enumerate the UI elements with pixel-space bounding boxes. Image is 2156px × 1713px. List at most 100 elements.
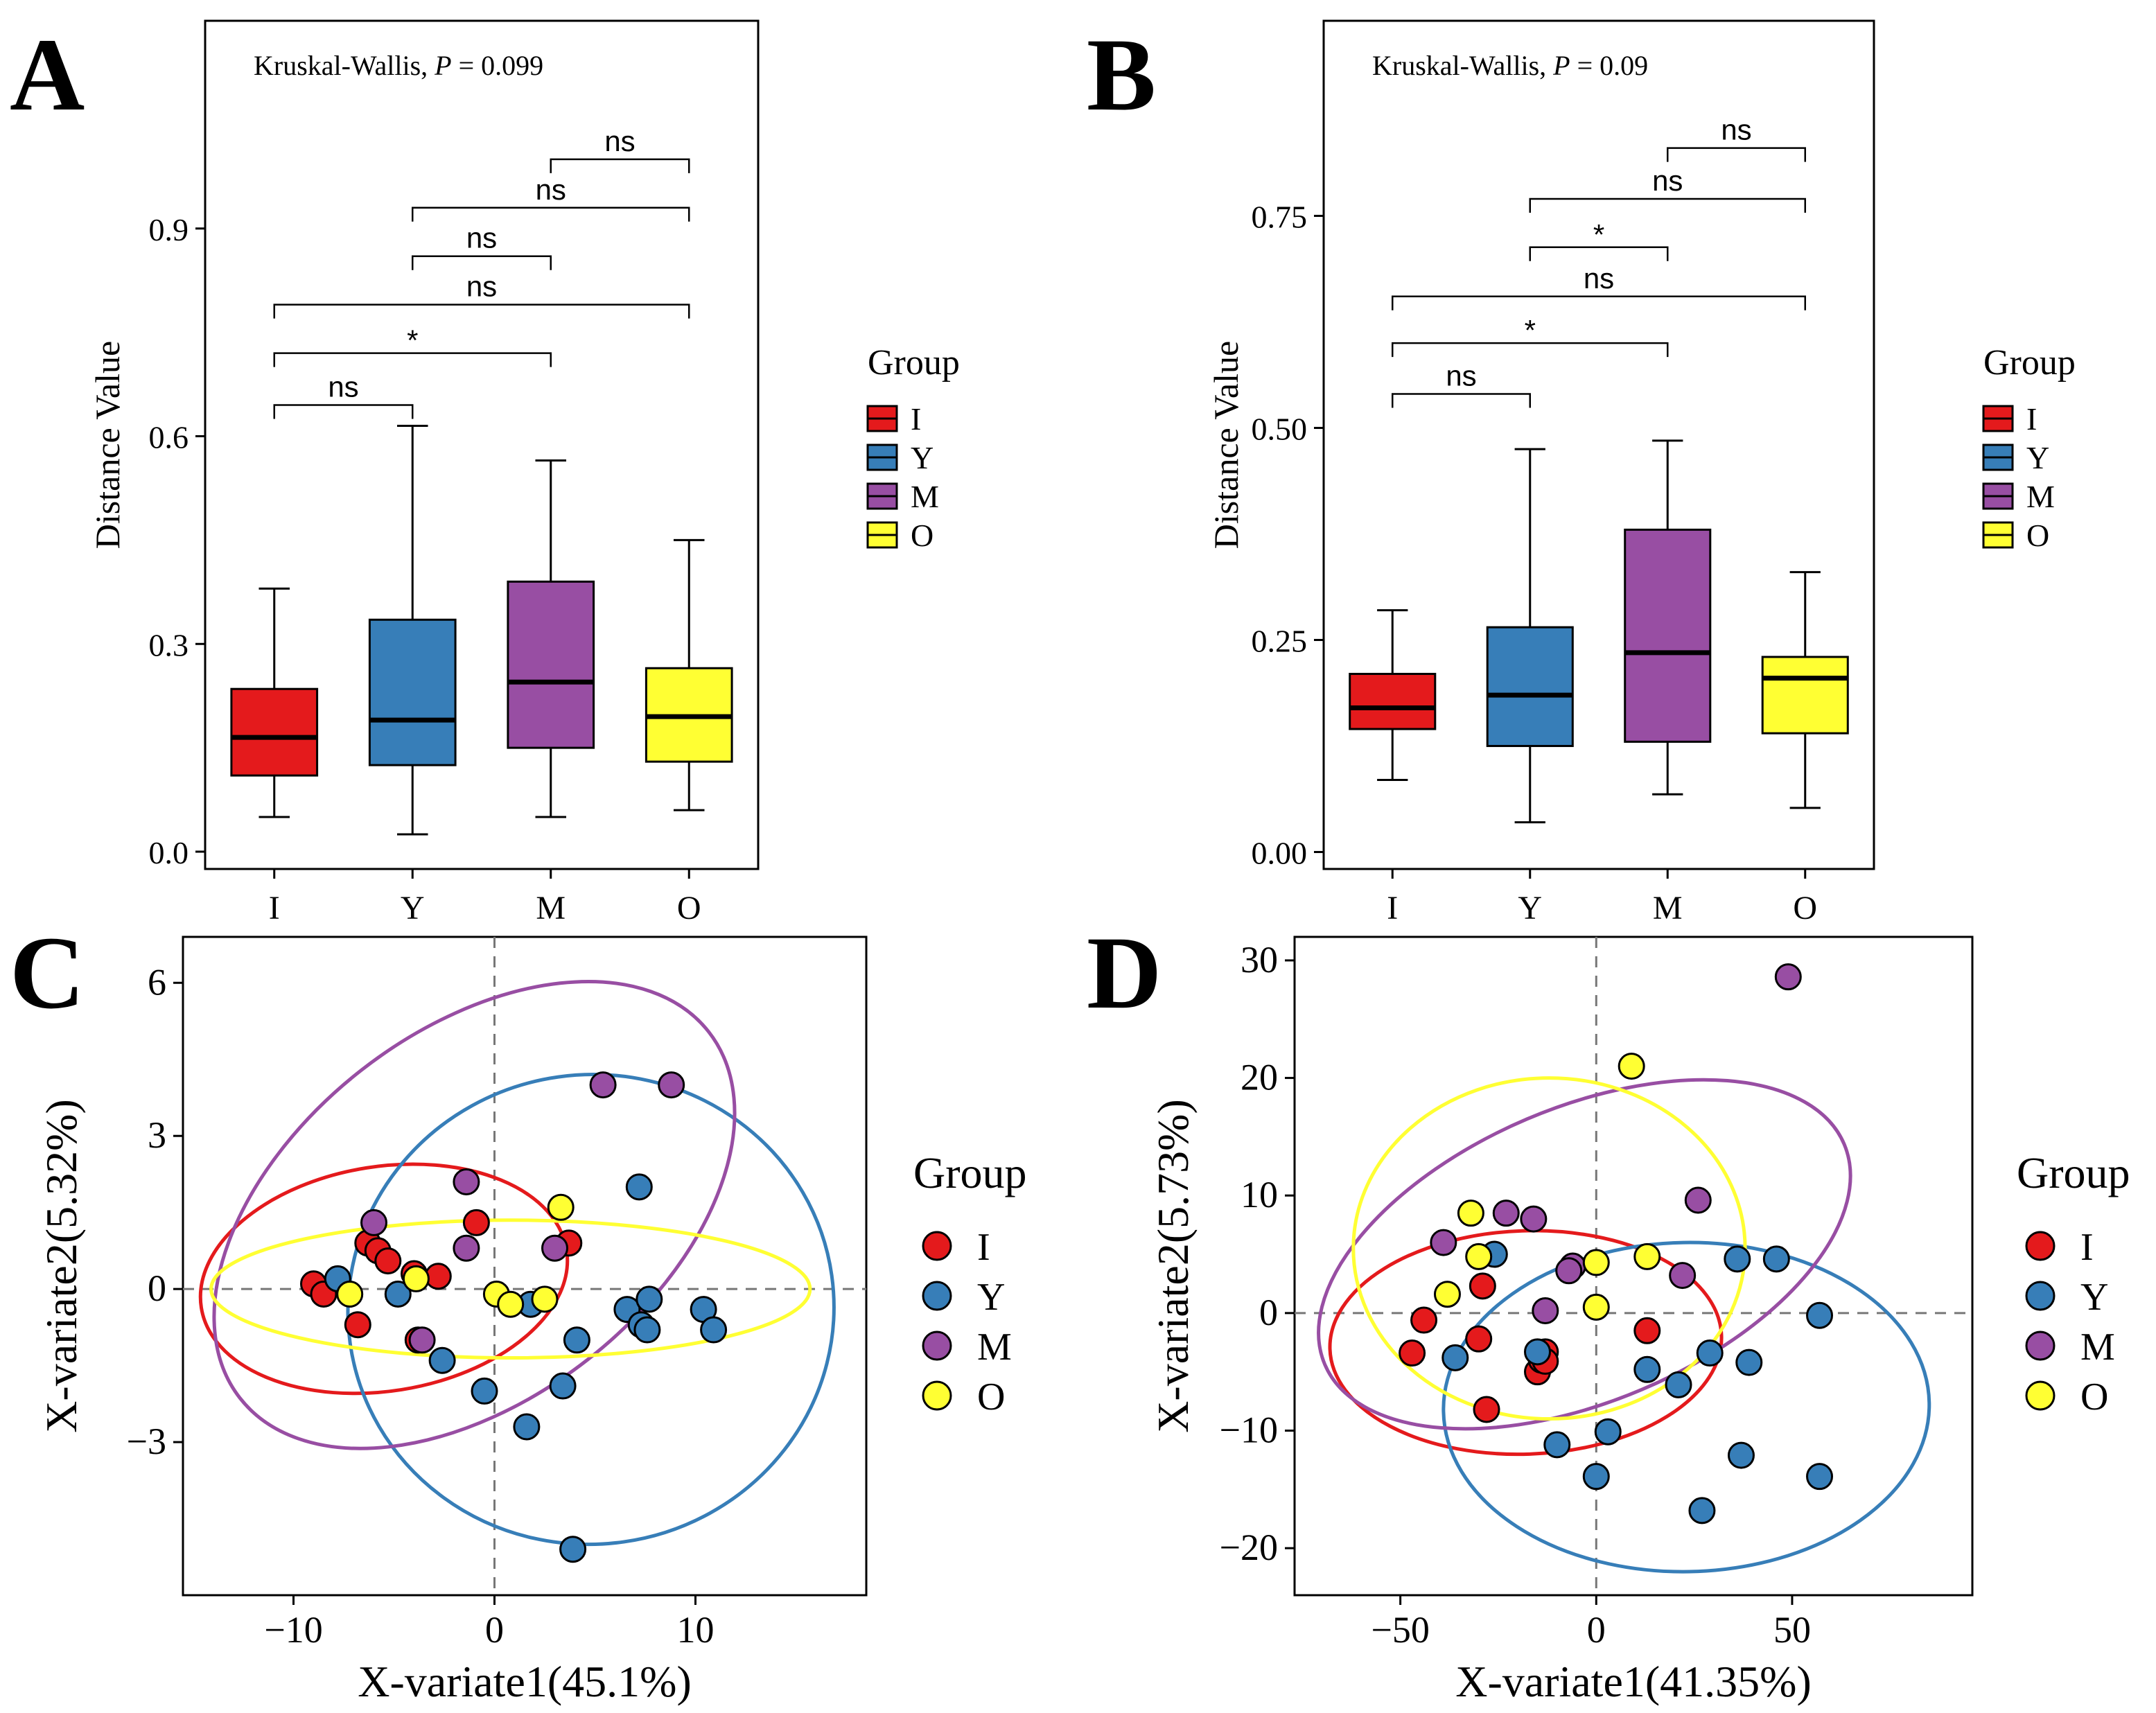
- data-point: [1696, 1339, 1724, 1367]
- legend-item-Y: Y: [1982, 440, 2049, 475]
- legend-title: Group: [1983, 343, 2076, 383]
- data-point: [1473, 1396, 1500, 1423]
- x-tick-label: 50: [1773, 1609, 1811, 1651]
- series-M: [360, 1071, 685, 1354]
- legend-item-Y: Y: [2025, 1276, 2108, 1319]
- stat-annotation: Kruskal-Wallis, P = 0.09: [1372, 50, 1648, 81]
- data-point: [513, 1413, 541, 1441]
- bracket-label: *: [407, 324, 418, 357]
- bracket-label: ns: [328, 371, 358, 403]
- legend-item-I: I: [922, 1226, 990, 1269]
- data-point: [360, 1209, 387, 1236]
- bracket-line: [1392, 342, 1669, 358]
- significance-bracket: ns: [1667, 114, 1806, 162]
- bracket-line: [273, 404, 414, 419]
- legend-label: I: [977, 1226, 990, 1269]
- box-M: [1624, 439, 1712, 796]
- confidence-ellipse-Y: [346, 1073, 836, 1547]
- data-point: [1727, 1441, 1755, 1469]
- data-point: [1806, 1463, 1834, 1491]
- confidence-ellipse-M: [1317, 1078, 1852, 1431]
- x-tick-label: I: [269, 890, 280, 926]
- box-I: [230, 587, 319, 818]
- y-tick-label: −10: [1220, 1409, 1278, 1451]
- bracket-line: [1392, 393, 1531, 408]
- data-point: [1430, 1229, 1457, 1256]
- data-point: [1465, 1325, 1493, 1353]
- x-tick-label: I: [1387, 890, 1398, 926]
- bracket-line: [1529, 246, 1669, 261]
- legend-key: [922, 1330, 952, 1361]
- legend-key: [922, 1231, 952, 1261]
- data-point: [547, 1193, 575, 1221]
- legend-label: Y: [911, 440, 934, 475]
- data-point: [559, 1536, 587, 1563]
- legend-title: Group: [868, 343, 960, 383]
- data-point: [1465, 1242, 1493, 1270]
- legend-item-M: M: [1982, 479, 2055, 514]
- bracket-line: [1392, 295, 1806, 310]
- data-point: [1532, 1297, 1559, 1324]
- bracket-label: *: [1593, 218, 1604, 251]
- significance-bracket: ns: [550, 125, 690, 173]
- plot-frame: [204, 19, 760, 870]
- bracket-label: ns: [1721, 114, 1751, 146]
- data-point: [658, 1071, 685, 1099]
- bracket-line: [550, 158, 690, 173]
- legend-label: Y: [2026, 440, 2049, 475]
- box-O: [1761, 571, 1849, 809]
- y-tick-label: 6: [148, 961, 166, 1003]
- data-point: [531, 1285, 559, 1313]
- box-body: [507, 580, 595, 749]
- legend-label: Y: [977, 1276, 1005, 1319]
- significance-bracket: *: [273, 324, 552, 367]
- data-point: [424, 1263, 452, 1290]
- data-point: [1582, 1463, 1610, 1491]
- data-point: [1806, 1301, 1834, 1329]
- legend-label: M: [911, 479, 939, 514]
- data-point: [633, 1316, 661, 1344]
- series-Y: [324, 1173, 728, 1563]
- panel-letter: C: [10, 915, 85, 1030]
- legend-key: [2025, 1330, 2056, 1361]
- panel-letter: D: [1087, 915, 1162, 1030]
- data-point: [453, 1168, 480, 1195]
- x-tick-label: O: [1793, 890, 1817, 926]
- bracket-label: ns: [604, 125, 635, 157]
- y-tick-label: 0.0: [149, 835, 189, 870]
- data-point: [336, 1281, 364, 1308]
- confidence-ellipse-I: [1328, 1229, 1724, 1457]
- box-O: [645, 538, 733, 811]
- significance-bracket: ns: [1392, 262, 1806, 310]
- y-axis-label: Distance Value: [1207, 341, 1245, 549]
- significance-bracket: *: [1529, 218, 1669, 261]
- data-point: [1582, 1249, 1610, 1276]
- panel-letter: A: [10, 17, 85, 132]
- y-tick-label: 20: [1241, 1057, 1278, 1098]
- bracket-line: [1529, 197, 1806, 213]
- stat-label: Kruskal-Wallis,: [254, 50, 435, 81]
- y-tick-label: 10: [1241, 1174, 1278, 1215]
- data-point: [1399, 1339, 1426, 1367]
- y-tick-label: 3: [148, 1114, 166, 1156]
- bracket-label: ns: [1652, 164, 1683, 197]
- data-point: [1669, 1262, 1697, 1290]
- data-point: [1594, 1418, 1622, 1446]
- box-M: [507, 459, 595, 818]
- data-point: [1665, 1371, 1692, 1398]
- legend-label: I: [2080, 1226, 2094, 1269]
- data-point: [344, 1311, 371, 1339]
- legend-item-I: I: [1982, 401, 2037, 437]
- y-tick-label: 0.00: [1252, 836, 1308, 871]
- data-point: [1543, 1431, 1571, 1459]
- box-Y: [1486, 448, 1574, 824]
- x-tick-label: O: [677, 890, 701, 926]
- significance-bracket: ns: [1392, 360, 1531, 408]
- data-point: [374, 1247, 402, 1275]
- legend-item-O: O: [866, 518, 934, 553]
- box-body: [1349, 672, 1437, 730]
- x-tick-label: Y: [401, 890, 425, 926]
